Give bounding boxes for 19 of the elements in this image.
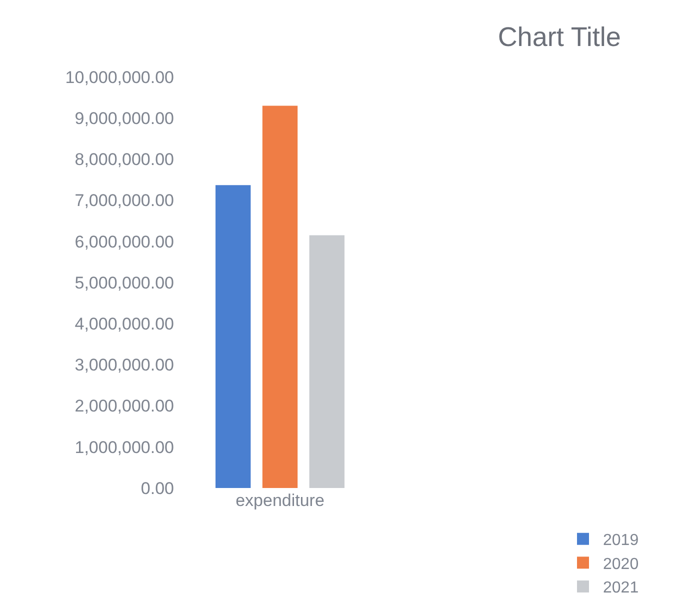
legend-label: 2019 — [603, 532, 639, 550]
y-tick-label: 2,000,000.00 — [74, 396, 174, 416]
bar — [262, 106, 298, 488]
bar — [309, 235, 344, 488]
y-tick-label: 10,000,000.00 — [65, 68, 174, 87]
x-tick-label: expenditure — [236, 490, 324, 510]
y-tick-label: 1,000,000.00 — [74, 438, 174, 457]
y-tick-label: 9,000,000.00 — [74, 109, 174, 128]
text: Chart Title — [498, 22, 621, 52]
legend-label: 2020 — [603, 556, 639, 573]
bar — [216, 185, 251, 488]
y-tick-label: 7,000,000.00 — [74, 191, 174, 210]
y-tick-label: 3,000,000.00 — [74, 356, 174, 375]
y-tick-label: 8,000,000.00 — [74, 150, 174, 170]
y-tick-label: 4,000,000.00 — [74, 314, 174, 334]
y-tick-label: 5,000,000.00 — [74, 273, 174, 292]
y-tick-label: 6,000,000.00 — [74, 232, 174, 252]
y-tick-label: 0.00 — [140, 478, 174, 498]
legend-label: 2021 — [603, 580, 639, 597]
